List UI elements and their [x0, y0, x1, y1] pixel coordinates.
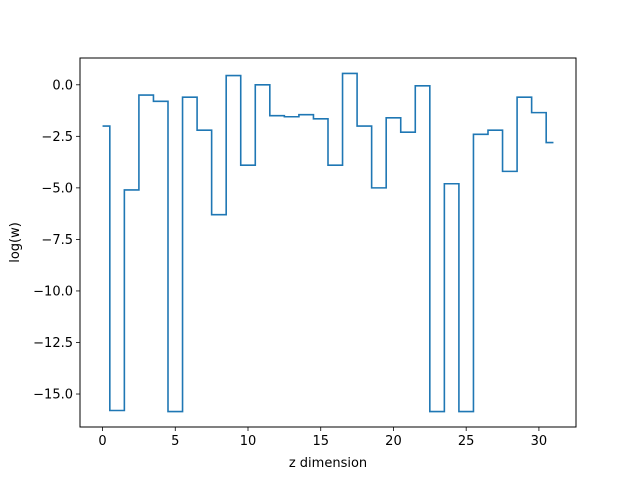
y-tick-label: −15.0 — [33, 388, 73, 403]
x-tick-label: 0 — [98, 434, 106, 449]
x-axis-label: z dimension — [289, 456, 367, 471]
x-tick-label: 10 — [240, 434, 257, 449]
y-tick-label: −2.5 — [41, 130, 73, 145]
y-tick-label: −7.5 — [41, 233, 73, 248]
x-tick-label: 5 — [171, 434, 179, 449]
y-tick-label: 0.0 — [52, 78, 73, 93]
y-tick-label: −12.5 — [33, 336, 73, 351]
x-tick-label: 20 — [385, 434, 402, 449]
plot-frame — [79, 57, 577, 428]
x-tick-label: 25 — [458, 434, 475, 449]
x-tick-label: 15 — [312, 434, 329, 449]
y-tick-label: −10.0 — [33, 284, 73, 299]
y-tick-label: −5.0 — [41, 181, 73, 196]
series-line-0 — [102, 72, 554, 413]
y-axis-label: log(w) — [8, 222, 23, 263]
x-tick-label: 30 — [531, 434, 548, 449]
